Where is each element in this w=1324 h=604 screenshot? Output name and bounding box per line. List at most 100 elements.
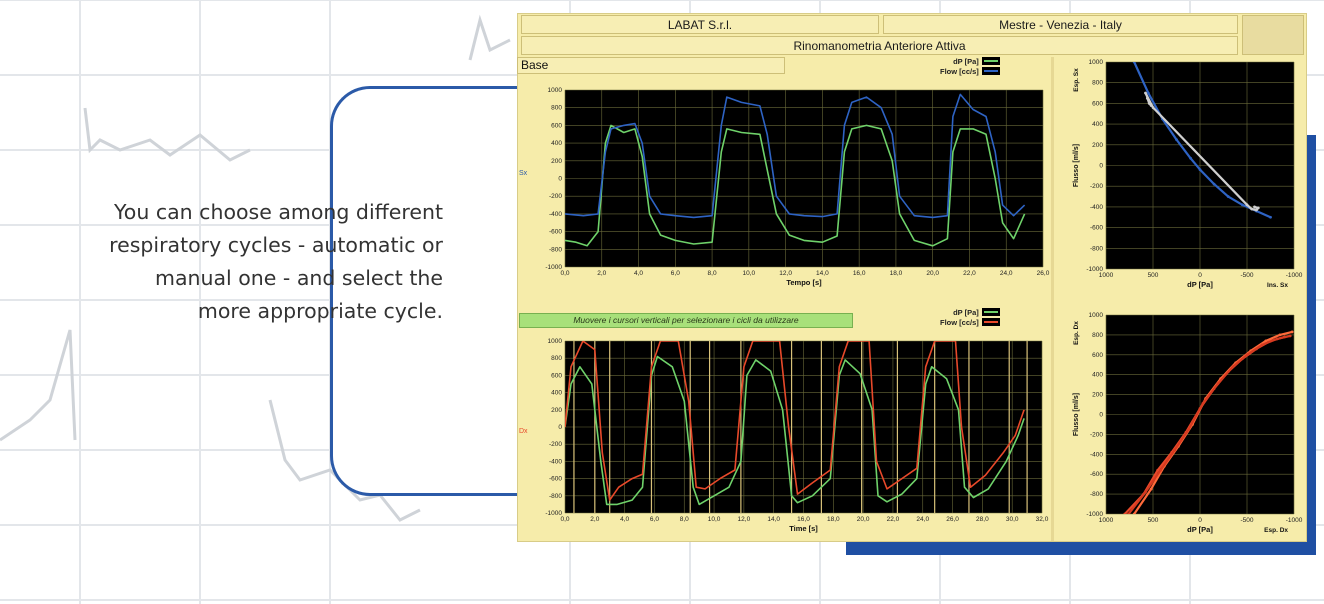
y-tick-label: 400 [1092,372,1103,379]
data-point [1151,106,1155,109]
x-tick-label: 18,0 [890,270,903,277]
y-tick-label: 600 [1092,100,1103,107]
side-stub-bottom: Dx [519,428,528,435]
x-tick-label: 1000 [1099,272,1114,279]
y-tick-label: 400 [1092,121,1103,128]
panel-divider [1051,57,1054,541]
y-tick-label: 200 [1092,142,1103,149]
data-point [1288,334,1292,338]
company-location: Mestre - Venezia - Italy [883,15,1238,34]
y-tick-label: 0 [1099,163,1103,170]
x-tick-label: 30,0 [1006,516,1019,523]
y-tick-label: 400 [551,140,562,147]
x-tick-label: 4,0 [620,516,629,523]
legend-label-dp: dP [Pa] [953,56,979,66]
data-point [1201,402,1205,405]
x-tick-label: 20,0 [926,270,939,277]
series-line-0 [565,355,1025,506]
legend-label-flow: Flow [cc/s] [940,66,979,76]
y-tick-label: 200 [1092,392,1103,399]
series-line-1 [565,93,1026,219]
y-tick-label: -400 [1090,451,1103,458]
corner-label-bottom: Ins. Sx [1267,282,1288,289]
y-tick-label: 400 [551,390,562,397]
legend-item-flow: Flow [cc/s] [940,66,1000,76]
legend-label-flow: Flow [cc/s] [940,317,979,327]
data-point [1253,205,1256,209]
y-tick-label: -1000 [1086,266,1103,273]
corner-label-bottom: Esp. Dx [1264,527,1288,534]
series-line-2 [1127,334,1291,514]
y-axis-label: Flusso [ml/s] [1073,393,1080,436]
y-tick-label: -1000 [545,264,562,271]
y-tick-label: 600 [551,122,562,129]
cursor-instruction: Muovere i cursori verticali per selezion… [519,313,853,328]
y-tick-label: 800 [551,105,562,112]
data-point [1275,337,1279,341]
data-point [1156,468,1160,472]
bg-trace-top [83,107,251,162]
x-tick-label: 500 [1148,517,1159,524]
x-tick-label: 6,0 [671,270,680,277]
data-point [1212,182,1216,186]
x-tick-label: 26,0 [1037,270,1050,277]
data-point [1132,512,1136,514]
y-tick-label: -400 [549,211,562,218]
header-blank-cell [1242,15,1304,55]
y-tick-label: 600 [551,372,562,379]
x-tick-label: 22,0 [963,270,976,277]
data-point [1132,62,1136,64]
data-point [1226,195,1230,198]
y-tick-label: 0 [558,424,562,431]
y-tick-label: -1000 [1086,511,1103,518]
y-tick-label: 0 [1099,412,1103,419]
accent-bar-bottom [846,542,1316,555]
y-axis-label: Flusso [ml/s] [1073,144,1080,187]
x-tick-label: 1000 [1099,517,1114,524]
bg-trace-top-right [468,14,511,61]
x-tick-label: 2,0 [590,516,599,523]
x-tick-label: 16,0 [853,270,866,277]
y-tick-label: 200 [551,158,562,165]
chart-2: 0,0 2,0 4,0 6,0 8,0 10,0 12,0 14,0 16,0 18,0 20,0 2… [545,338,1048,533]
y-tick-label: 800 [1092,80,1103,87]
data-point [1149,487,1153,491]
y-tick-label: 800 [1092,332,1103,339]
data-point [1175,138,1178,142]
data-point [1278,333,1282,337]
y-tick-label: -800 [549,246,562,253]
x-tick-label: 0 [1198,272,1202,279]
app-header: LABAT S.r.l. Mestre - Venezia - Italy Ri… [517,13,1307,55]
y-tick-label: -800 [1090,245,1103,252]
data-point [1149,104,1153,107]
data-point [1145,96,1149,100]
app-title: Rinomanometria Anteriore Attiva [521,36,1238,55]
y-tick-label: 1000 [548,338,563,345]
x-tick-label: 32,0 [1036,516,1049,523]
x-tick-label: 12,0 [779,270,792,277]
x-tick-label: 0 [1198,517,1202,524]
x-tick-label: 0,0 [560,516,569,523]
y-tick-label: 800 [551,355,562,362]
data-point [1245,353,1249,357]
data-point [1198,168,1202,172]
x-tick-label: 24,0 [916,516,929,523]
data-point [1173,448,1177,452]
caption-line-2: respiratory cycles - automatic or [109,233,443,257]
side-stub-top: Sx [519,170,528,177]
data-point [1216,382,1220,386]
y-tick-label: -200 [549,441,562,448]
data-point [1245,203,1249,207]
data-point [1146,91,1150,95]
y-tick-label: 1000 [1089,59,1104,66]
data-point [1269,215,1272,219]
data-point [1147,102,1151,105]
x-tick-label: 18,0 [827,516,840,523]
x-tick-label: 16,0 [797,516,810,523]
data-point [1250,207,1254,211]
x-tick-label: 8,0 [708,270,717,277]
data-point [1290,330,1294,334]
y-tick-label: 600 [1092,352,1103,359]
y-tick-label: 0 [558,176,562,183]
